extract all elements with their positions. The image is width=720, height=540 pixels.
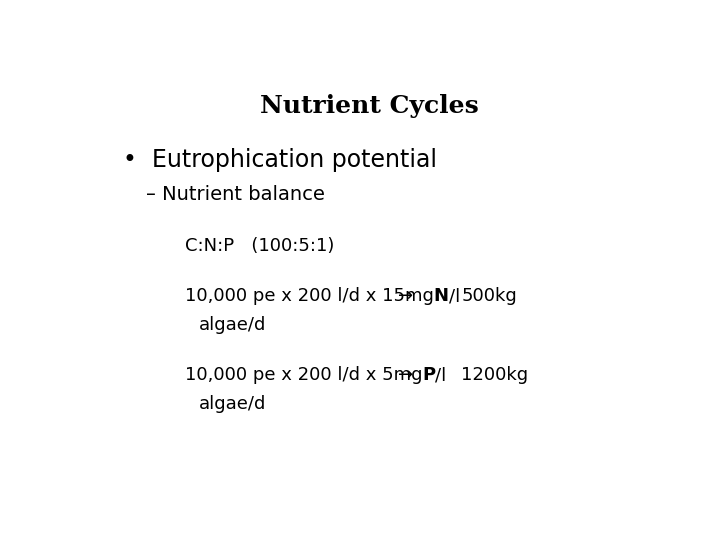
Text: C:N:P   (100:5:1): C:N:P (100:5:1) (185, 238, 334, 255)
Text: /l: /l (436, 366, 446, 384)
Text: →: → (397, 287, 413, 305)
Text: algae/d: algae/d (199, 395, 266, 413)
Text: /l: /l (449, 287, 460, 305)
Text: 500kg: 500kg (461, 287, 517, 305)
Text: – Nutrient balance: – Nutrient balance (145, 185, 325, 204)
Text: 10,000 pe x 200 l/d x 15mg: 10,000 pe x 200 l/d x 15mg (185, 287, 433, 305)
Text: P: P (423, 366, 436, 384)
Text: Nutrient Cycles: Nutrient Cycles (260, 94, 478, 118)
Text: 1200kg: 1200kg (461, 366, 528, 384)
Text: →: → (397, 366, 413, 384)
Text: algae/d: algae/d (199, 316, 266, 334)
Text: 10,000 pe x 200 l/d x 5mg: 10,000 pe x 200 l/d x 5mg (185, 366, 423, 384)
Text: N: N (433, 287, 449, 305)
Text: •  Eutrophication potential: • Eutrophication potential (124, 148, 438, 172)
